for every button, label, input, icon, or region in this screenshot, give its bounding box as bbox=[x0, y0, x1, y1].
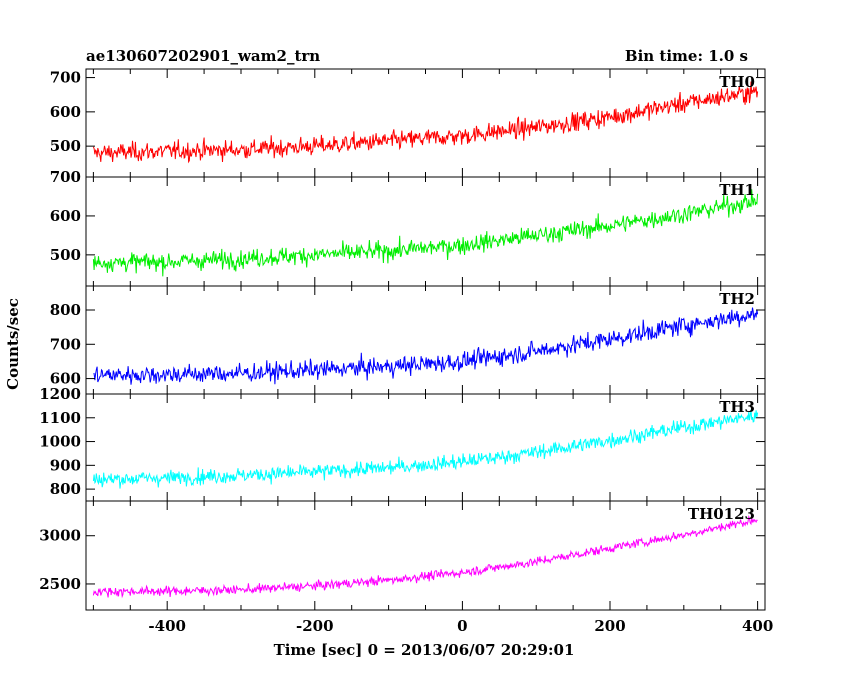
y-tick-label: 900 bbox=[50, 456, 81, 474]
series-line-th0 bbox=[92, 81, 759, 164]
bin-time-label: Bin time: 1.0 s bbox=[625, 47, 748, 65]
panel-label-th3: TH3 bbox=[719, 398, 755, 416]
series-line-th0123 bbox=[92, 514, 758, 599]
panels: 500 600 700 TH0 500 600 700 TH1 600 700 800 TH2 800 9… bbox=[39, 68, 766, 611]
x-tick-label: -400 bbox=[148, 617, 186, 635]
panel-frame bbox=[85, 285, 766, 395]
y-tick-label: 500 bbox=[50, 137, 81, 155]
x-axis-label: Time [sec] 0 = 2013/06/07 20:29:01 bbox=[274, 641, 575, 659]
y-tick-label: 700 bbox=[50, 335, 81, 353]
panel-th0123: 2500 3000 TH0123 bbox=[39, 500, 766, 611]
panel-frame bbox=[85, 68, 766, 178]
series-line-th1 bbox=[92, 189, 759, 277]
y-tick-label: 1000 bbox=[39, 433, 81, 451]
x-axis: -400 -200 0 200 400 bbox=[148, 617, 773, 635]
y-tick-label: 1100 bbox=[39, 409, 81, 427]
x-tick-label: 0 bbox=[457, 617, 467, 635]
panel-th0: 500 600 700 TH0 bbox=[50, 68, 766, 178]
y-tick-label: 600 bbox=[50, 370, 81, 388]
panel-label-th2: TH2 bbox=[719, 290, 755, 308]
series-line-th3 bbox=[92, 409, 759, 489]
y-tick-label: 800 bbox=[50, 480, 81, 498]
panel-label-th1: TH1 bbox=[719, 181, 755, 199]
y-axis-label: Counts/sec bbox=[4, 298, 22, 390]
series-line-th2 bbox=[93, 307, 759, 385]
panel-label-th0123: TH0123 bbox=[688, 505, 755, 523]
y-tick-label: 1200 bbox=[39, 385, 81, 403]
panel-label-th0: TH0 bbox=[719, 73, 755, 91]
x-tick-label: 400 bbox=[742, 617, 773, 635]
panel-frame bbox=[85, 500, 766, 611]
y-tick-label: 2500 bbox=[39, 575, 81, 593]
y-tick-label: 3000 bbox=[39, 527, 81, 545]
panel-frame bbox=[85, 393, 766, 502]
panel-frame bbox=[85, 176, 766, 287]
panel-th1: 500 600 700 TH1 bbox=[50, 168, 766, 287]
y-tick-label: 600 bbox=[50, 103, 81, 121]
x-tick-label: 200 bbox=[594, 617, 625, 635]
y-tick-label: 700 bbox=[50, 168, 81, 186]
panel-th3: 800 900 1000 1100 1200 TH3 bbox=[39, 385, 766, 502]
y-tick-label: 600 bbox=[50, 207, 81, 225]
panel-th2: 600 700 800 TH2 bbox=[50, 285, 766, 395]
y-tick-label: 800 bbox=[50, 301, 81, 319]
plot-title: ae130607202901_wam2_trn bbox=[86, 47, 320, 65]
y-tick-label: 700 bbox=[50, 69, 81, 87]
x-tick-label: -200 bbox=[296, 617, 334, 635]
y-tick-label: 500 bbox=[50, 246, 81, 264]
